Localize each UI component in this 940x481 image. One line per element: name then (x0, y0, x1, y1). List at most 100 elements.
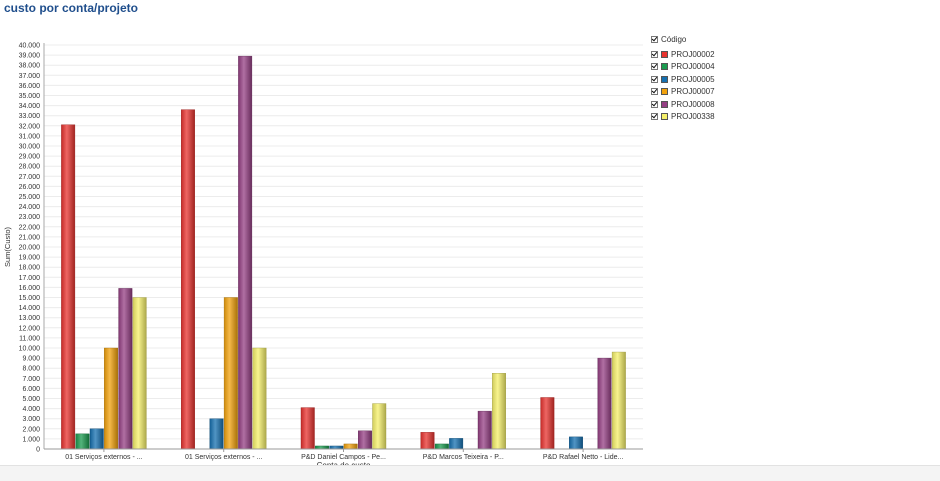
bar (180, 109, 195, 450)
y-tick-label: 28.000 (19, 164, 41, 171)
legend-item[interactable]: PROJ00005 (651, 73, 715, 86)
status-bar (0, 465, 940, 481)
y-tick-label: 27.000 (19, 174, 41, 181)
bar (434, 443, 449, 450)
y-tick-label: 16.000 (19, 285, 41, 292)
x-tick-label: 01 Serviços externos - ... (65, 454, 142, 461)
legend-title: Código (661, 35, 687, 44)
y-tick-label: 34.000 (19, 103, 41, 110)
legend-checkbox[interactable] (651, 50, 658, 58)
y-tick-label: 10.000 (19, 346, 41, 353)
legend-item[interactable]: PROJ00338 (651, 111, 715, 124)
bar (477, 410, 492, 450)
y-tick-label: 39.000 (19, 53, 41, 60)
bar (569, 436, 583, 450)
legend: Código PROJ00002 PROJ00004 PROJ00005 PROJ00… (651, 33, 715, 123)
y-tick-label: 0 (36, 447, 40, 454)
x-tick-label: P&D Daniel Campos - Pe... (301, 454, 386, 461)
legend-swatch (661, 113, 668, 121)
legend-checkbox[interactable] (651, 113, 658, 121)
y-tick-label: 26.000 (19, 184, 41, 191)
y-tick-label: 17.000 (19, 275, 41, 282)
bar (223, 297, 238, 450)
legend-item[interactable]: PROJ00008 (651, 98, 715, 111)
legend-items: PROJ00002 PROJ00004 PROJ00005 PROJ00007 PROJ… (651, 48, 715, 123)
bar (540, 397, 555, 450)
legend-item[interactable]: PROJ00002 (651, 48, 715, 61)
y-tick-label: 32.000 (19, 123, 41, 130)
bar (420, 432, 435, 450)
y-tick-label: 11.000 (19, 335, 40, 342)
legend-label: PROJ00007 (671, 87, 715, 97)
y-tick-label: 14.000 (19, 305, 41, 312)
bar (358, 430, 372, 450)
legend-label: PROJ00008 (671, 99, 715, 109)
y-tick-label: 5.000 (22, 396, 40, 403)
bar (118, 288, 133, 450)
legend-swatch (661, 75, 668, 83)
legend-header: Código (651, 33, 715, 46)
bar (492, 373, 506, 450)
x-tick-label: P&D Marcos Teixeira - P... (423, 454, 504, 461)
bar (300, 407, 315, 450)
bar (104, 347, 119, 450)
legend-checkbox[interactable] (651, 88, 658, 96)
y-tick-label: 23.000 (19, 214, 41, 221)
y-tick-label: 6.000 (22, 386, 40, 393)
legend-label: PROJ00002 (671, 49, 715, 59)
bar-layer (61, 55, 626, 450)
y-tick-label: 31.000 (19, 133, 41, 140)
bar (75, 433, 90, 450)
bar (89, 428, 104, 450)
bar (449, 438, 464, 450)
y-tick-label: 22.000 (19, 224, 41, 231)
legend-swatch (661, 88, 668, 96)
legend-swatch (661, 50, 668, 58)
legend-title-checkbox[interactable] (651, 36, 658, 43)
y-tick-label: 12.000 (19, 325, 41, 332)
legend-swatch (661, 63, 668, 71)
legend-checkbox[interactable] (651, 100, 658, 108)
page-title: custo por conta/projeto (4, 1, 139, 15)
bar (372, 403, 387, 450)
bar (597, 357, 612, 450)
x-tick-label: P&D Rafael Netto - Lide... (543, 454, 624, 461)
y-tick-label: 1.000 (22, 436, 40, 443)
y-tick-label: 20.000 (19, 245, 41, 252)
y-tick-label: 35.000 (19, 93, 41, 100)
y-tick-label: 4.000 (22, 406, 40, 413)
y-tick-label: 8.000 (22, 366, 40, 373)
legend-label: PROJ00005 (671, 74, 715, 84)
y-tick-label: 40.000 (19, 43, 41, 50)
y-tick-label: 13.000 (19, 315, 41, 322)
y-tick-label: 2.000 (22, 426, 40, 433)
legend-checkbox[interactable] (651, 75, 658, 83)
legend-item[interactable]: PROJ00004 (651, 61, 715, 74)
y-tick-label: 7.000 (22, 376, 40, 383)
y-tick-label: 19.000 (19, 255, 41, 262)
legend-item[interactable]: PROJ00007 (651, 86, 715, 99)
bar (252, 347, 267, 450)
y-tick-label: 37.000 (19, 73, 41, 80)
y-tick-label: 25.000 (19, 194, 41, 201)
bar (209, 418, 224, 450)
x-tick-label: 01 Serviços externos - ... (185, 454, 262, 461)
y-tick-label: 29.000 (19, 154, 41, 161)
axis-layer (43, 43, 643, 452)
bar (132, 297, 147, 450)
y-tick-label: 24.000 (19, 204, 41, 211)
y-tick-label: 21.000 (19, 234, 41, 241)
y-tick-label: 3.000 (22, 416, 40, 423)
legend-checkbox[interactable] (651, 63, 658, 71)
bar (611, 351, 626, 450)
legend-label: PROJ00338 (671, 112, 715, 122)
legend-label: PROJ00004 (671, 62, 715, 72)
bar (61, 124, 76, 450)
y-tick-label: 30.000 (19, 144, 41, 151)
bar (343, 443, 358, 450)
y-tick-label: 38.000 (19, 63, 41, 70)
y-tick-label: 15.000 (19, 295, 41, 302)
y-axis-title: Sum(Custo) (3, 226, 12, 267)
y-tick-label: 18.000 (19, 265, 41, 272)
